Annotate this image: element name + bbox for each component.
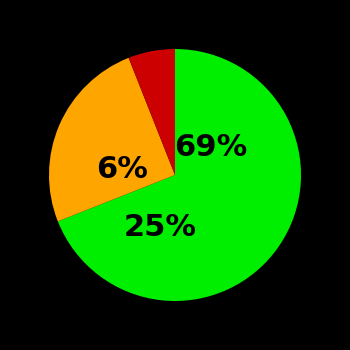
Wedge shape [128, 49, 175, 175]
Text: 6%: 6% [96, 155, 148, 184]
Wedge shape [58, 49, 301, 301]
Wedge shape [49, 58, 175, 222]
Text: 69%: 69% [174, 133, 247, 162]
Text: 25%: 25% [124, 214, 196, 243]
